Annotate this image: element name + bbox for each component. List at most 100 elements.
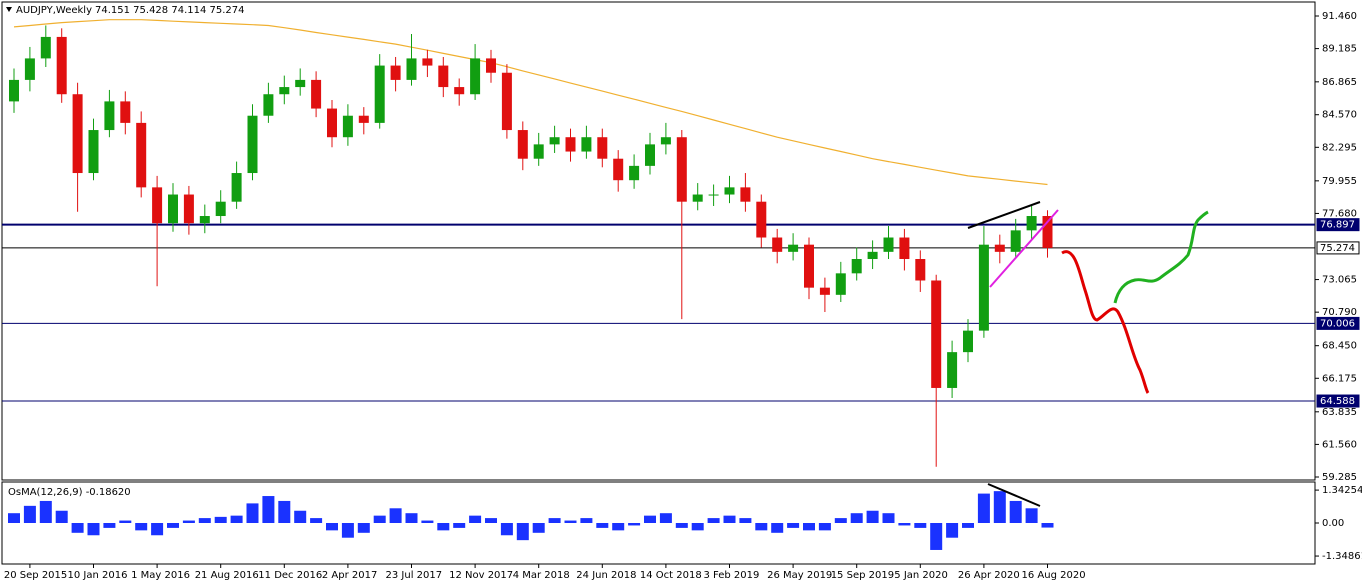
histogram-bar — [71, 523, 84, 533]
y-tick-label: -1.34861 — [1322, 551, 1362, 562]
x-tick-label: 16 Aug 2020 — [1022, 570, 1086, 581]
candle-body — [947, 352, 958, 388]
candle-body — [804, 244, 814, 288]
candle-body — [454, 87, 465, 95]
y-tick-label: 1.34254 — [1322, 485, 1362, 496]
candle-body — [40, 36, 51, 59]
candle-body — [9, 79, 19, 102]
histogram-bar — [866, 510, 879, 523]
candle-body — [565, 137, 576, 152]
candle-body — [183, 194, 194, 224]
histogram-bar — [437, 523, 450, 531]
x-tick-label: 26 May 2019 — [767, 570, 832, 581]
histogram-bar — [262, 496, 275, 523]
histogram-bar — [135, 523, 148, 531]
histogram-bar — [453, 523, 466, 528]
histogram-bar — [1041, 523, 1054, 528]
histogram-bar — [198, 518, 211, 523]
candle-body — [24, 58, 35, 80]
x-tick-label: 4 Mar 2018 — [513, 570, 570, 581]
candle-body — [215, 201, 226, 217]
candle-body — [152, 187, 163, 224]
candle-body — [883, 237, 894, 252]
x-tick-label: 10 Jan 2016 — [68, 570, 128, 581]
histogram-bar — [946, 523, 959, 538]
candle-body — [1010, 230, 1021, 252]
candle-body — [486, 58, 496, 73]
histogram-bar — [675, 523, 688, 528]
candle-body — [517, 130, 528, 159]
histogram-bar — [1025, 508, 1038, 523]
histogram-bar — [564, 520, 577, 523]
candle-body — [1026, 216, 1037, 231]
level-box — [1316, 394, 1360, 408]
histogram-bar — [516, 523, 529, 541]
candle-body — [247, 115, 258, 174]
y-tick-label: 86.865 — [1322, 77, 1357, 88]
histogram-bar — [469, 515, 482, 523]
level-box — [1316, 241, 1360, 255]
y-tick-label: 66.175 — [1322, 373, 1357, 384]
histogram-bar — [103, 523, 116, 528]
histogram-bar — [818, 523, 831, 531]
candle-body — [72, 94, 83, 174]
histogram-bar — [182, 520, 195, 523]
y-tick-label: 70.790 — [1322, 307, 1357, 318]
candle-body — [581, 137, 592, 152]
level-label: 75.274 — [1320, 243, 1355, 254]
candle-body — [470, 58, 481, 95]
x-tick-label: 12 Nov 2017 — [449, 570, 513, 581]
candle-body — [978, 244, 989, 331]
candle-body — [168, 194, 178, 224]
candle-body — [629, 165, 640, 181]
histogram-bar — [930, 523, 943, 550]
histogram-bar — [341, 523, 354, 538]
y-tick-label: 73.065 — [1322, 275, 1357, 286]
chart-title: AUDJPY,Weekly — [16, 5, 92, 16]
candle-body — [899, 237, 910, 260]
histogram-bar — [405, 513, 418, 523]
y-tick-label: 82.295 — [1322, 142, 1357, 153]
candle-body — [613, 158, 624, 181]
candle-body — [724, 187, 735, 195]
histogram-bar — [294, 510, 307, 523]
histogram-bar — [39, 500, 52, 523]
menu-arrow[interactable] — [6, 7, 12, 12]
candle-body — [422, 58, 433, 66]
candle-body — [120, 101, 131, 123]
histogram-bar — [278, 500, 291, 523]
histogram-bar — [644, 515, 656, 523]
y-tick-label: 59.285 — [1322, 472, 1357, 483]
y-tick-label: 79.955 — [1322, 176, 1357, 187]
ohlc: 74.151 75.428 74.114 75.274 — [95, 5, 245, 16]
x-tick-label: 2 Apr 2017 — [322, 570, 377, 581]
histogram-bar — [755, 523, 768, 531]
histogram-bar — [230, 515, 243, 523]
candle-body — [327, 108, 337, 138]
level-box — [1316, 316, 1360, 330]
candle-body — [231, 173, 242, 202]
histogram-bar — [691, 523, 704, 531]
histogram-bar — [580, 518, 593, 523]
candle-body — [835, 273, 846, 295]
candle-body — [501, 72, 512, 131]
histogram-bar — [707, 518, 720, 523]
level-label: 70.006 — [1320, 318, 1355, 329]
candle-body — [692, 194, 703, 202]
candle-body — [660, 137, 671, 145]
histogram-bar — [1009, 500, 1022, 523]
x-tick-label: 26 Apr 2020 — [958, 570, 1020, 581]
histogram-bar — [628, 523, 641, 526]
moving-average — [13, 19, 1048, 186]
candle-body — [645, 144, 655, 166]
histogram-bar — [834, 518, 847, 523]
histogram-bar — [993, 491, 1006, 523]
candle-body — [708, 194, 719, 196]
candle-body — [358, 115, 369, 123]
y-tick-label: 68.450 — [1322, 341, 1357, 352]
candle-body — [295, 79, 306, 88]
histogram-bar — [214, 516, 227, 523]
candle-body — [136, 122, 147, 188]
histogram-bar — [167, 523, 179, 528]
histogram-bar — [612, 523, 625, 531]
